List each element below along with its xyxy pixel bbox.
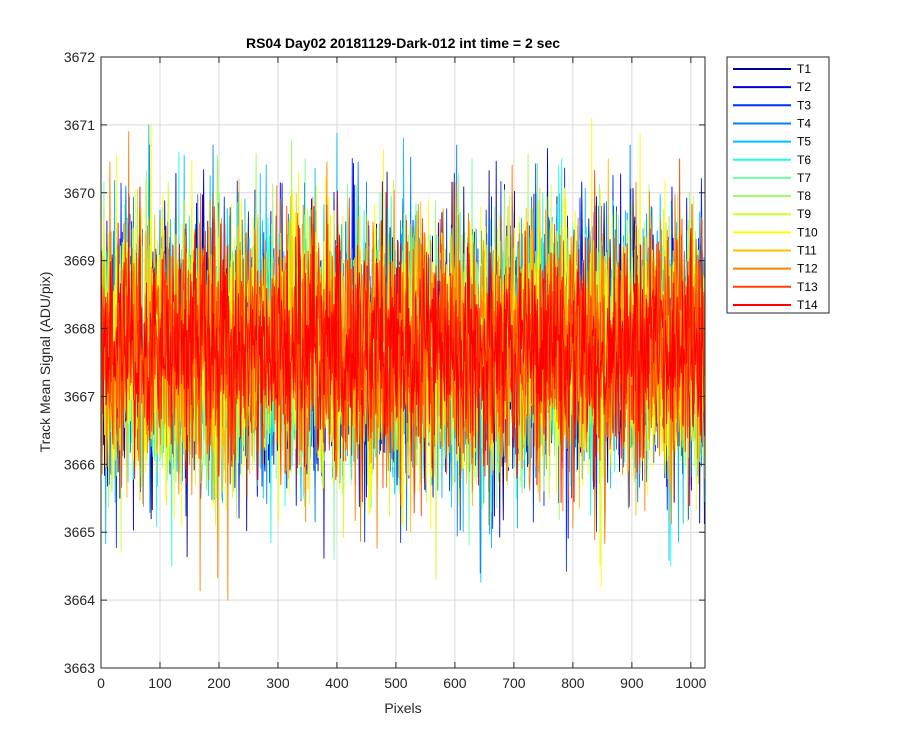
legend-label-t9: T9 bbox=[797, 207, 811, 221]
x-tick-label: 0 bbox=[97, 675, 105, 691]
x-tick-label: 400 bbox=[325, 675, 349, 691]
legend-label-t10: T10 bbox=[797, 225, 818, 239]
series-line-t14 bbox=[100, 186, 705, 507]
y-tick-label: 3666 bbox=[64, 456, 95, 472]
x-tick-label: 600 bbox=[443, 675, 467, 691]
legend-label-t7: T7 bbox=[797, 171, 811, 185]
y-tick-label: 3663 bbox=[64, 660, 95, 676]
x-tick-label: 800 bbox=[561, 675, 585, 691]
legend-items: T1 T2 T3 T4 T5 T6 T7 T8 T9 T10 T11 T12 T13 T14 bbox=[733, 62, 818, 312]
x-axis-label: Pixels bbox=[384, 700, 421, 716]
legend-label-t3: T3 bbox=[797, 98, 811, 112]
axis-ticks: 0 100 200 300 400 500 600 700 800 900 1000 3663 3664… bbox=[64, 49, 707, 691]
legend: T1 T2 T3 T4 T5 T6 T7 T8 T9 T10 T11 T12 T13 T14 bbox=[726, 56, 830, 314]
legend-label-t14: T14 bbox=[797, 298, 818, 312]
y-axis-label: Track Mean Signal (ADU/pix) bbox=[37, 272, 53, 453]
y-tick-label: 3669 bbox=[64, 253, 95, 269]
legend-label-t13: T13 bbox=[797, 280, 818, 294]
series-line-t13 bbox=[100, 158, 705, 517]
legend-label-t11: T11 bbox=[797, 244, 817, 258]
x-tick-label: 500 bbox=[384, 675, 408, 691]
legend-label-t8: T8 bbox=[797, 189, 811, 203]
x-tick-label: 900 bbox=[620, 675, 644, 691]
y-tick-label: 3665 bbox=[64, 524, 95, 540]
legend-label-t12: T12 bbox=[797, 262, 818, 276]
y-tick-label: 3671 bbox=[64, 117, 95, 133]
x-tick-label: 300 bbox=[266, 675, 290, 691]
axes-box bbox=[100, 56, 706, 669]
legend-box bbox=[726, 56, 830, 314]
legend-label-t4: T4 bbox=[797, 116, 811, 130]
y-tick-label: 3664 bbox=[64, 592, 95, 608]
x-tick-label: 1000 bbox=[675, 675, 706, 691]
legend-label-t6: T6 bbox=[797, 153, 811, 167]
y-tick-label: 3670 bbox=[64, 185, 95, 201]
legend-label-t2: T2 bbox=[797, 80, 811, 94]
x-tick-label: 100 bbox=[148, 675, 172, 691]
legend-label-t1: T1 bbox=[797, 62, 811, 76]
y-tick-label: 3668 bbox=[64, 321, 95, 337]
y-tick-label: 3667 bbox=[64, 388, 95, 404]
series-lines bbox=[100, 117, 705, 601]
y-tick-label: 3672 bbox=[64, 49, 95, 65]
x-tick-label: 700 bbox=[502, 675, 526, 691]
chart-title: RS04 Day02 20181129-Dark-012 int time = … bbox=[246, 35, 560, 51]
legend-label-t5: T5 bbox=[797, 135, 811, 149]
x-tick-label: 200 bbox=[207, 675, 231, 691]
